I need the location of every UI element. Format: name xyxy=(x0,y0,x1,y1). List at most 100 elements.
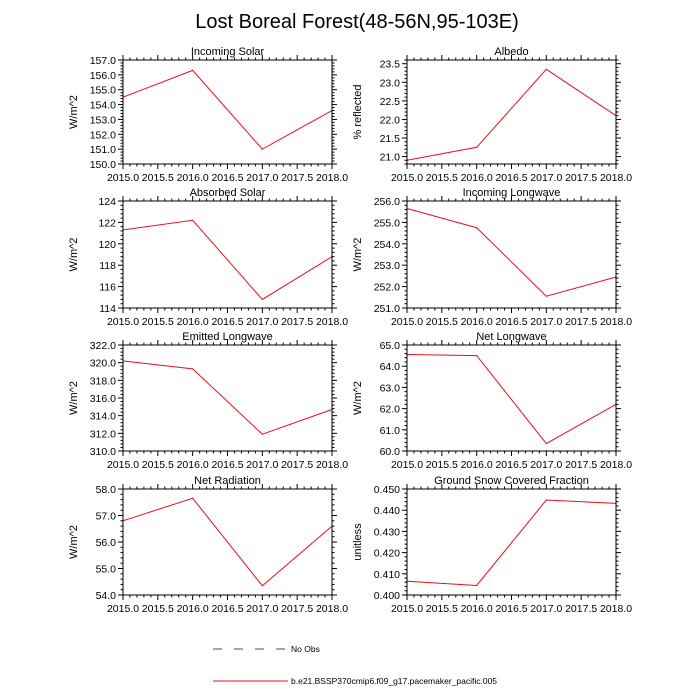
figure-title: Lost Boreal Forest(48-56N,95-103E) xyxy=(195,11,519,33)
chart-3-xtick-label: 2015.5 xyxy=(426,316,458,328)
chart-0-series-line xyxy=(122,69,333,150)
chart-6-xtick-label: 2018.0 xyxy=(316,603,348,615)
chart-4-xtick-label: 2016.0 xyxy=(177,459,209,471)
chart-4-xtick-label: 2016.5 xyxy=(211,459,243,471)
chart-7-ytick-label: 0.420 xyxy=(374,548,400,560)
chart-0-xtick-label: 2017.5 xyxy=(281,172,313,184)
chart-3-xtick-label: 2017.5 xyxy=(565,316,597,328)
chart-5-ylabel: W/m^2 xyxy=(352,381,364,415)
chart-6-xtick-label: 2017.0 xyxy=(246,603,278,615)
chart-0-ytick-label: 157.0 xyxy=(90,55,116,67)
chart-4-ytick-label: 318.0 xyxy=(90,375,116,387)
legend: No Obs b.e21.BSSP370cmip6.f09_g17.pacema… xyxy=(213,644,497,686)
chart-1-data-point xyxy=(545,68,547,70)
chart-5-xtick-label: 2016.5 xyxy=(495,459,527,471)
chart-5-xtick-label: 2017.5 xyxy=(565,459,597,471)
chart-1-xtick-label: 2018.0 xyxy=(600,172,632,184)
chart-4-series-line xyxy=(122,360,333,435)
chart-4-ytick-label: 320.0 xyxy=(90,358,116,370)
chart-1-data-point xyxy=(476,146,478,148)
chart-3-frame xyxy=(406,200,617,309)
chart-0-xtick-label: 2015.0 xyxy=(107,172,139,184)
chart-5-xtick-label: 2015.5 xyxy=(426,459,458,471)
chart-6-ytick-label: 54.0 xyxy=(96,590,117,602)
chart-2-title: Absorbed Solar xyxy=(190,187,266,199)
chart-0-data-point xyxy=(261,148,263,150)
chart-7-ylabel: unitless xyxy=(352,523,364,561)
chart-5-xtick-label: 2015.0 xyxy=(391,459,423,471)
chart-4-xtick-label: 2015.5 xyxy=(142,459,174,471)
chart-2-xtick-label: 2017.0 xyxy=(246,316,278,328)
chart-1-ytick-label: 23.5 xyxy=(380,59,401,71)
chart-6-data-point xyxy=(192,497,194,499)
chart-5-ytick-label: 64.0 xyxy=(380,361,401,373)
chart-5-xtick-label: 2016.0 xyxy=(461,459,493,471)
chart-0-ytick-label: 155.0 xyxy=(90,85,116,97)
chart-0-xtick-label: 2016.5 xyxy=(211,172,243,184)
chart-3-xtick-label: 2018.0 xyxy=(600,316,632,328)
chart-1-xtick-label: 2015.0 xyxy=(391,172,423,184)
chart-1-frame xyxy=(406,59,617,165)
chart-3-ytick-label: 254.0 xyxy=(374,239,400,251)
chart-2-xtick-label: 2015.5 xyxy=(142,316,174,328)
chart-0-ytick-label: 153.0 xyxy=(90,114,116,126)
chart-4-ytick-label: 312.0 xyxy=(90,428,116,440)
chart-4-xtick-label: 2018.0 xyxy=(316,459,348,471)
chart-5-xtick-label: 2018.0 xyxy=(600,459,632,471)
chart-3-ytick-label: 255.0 xyxy=(374,217,400,229)
chart-5-ytick-label: 62.0 xyxy=(380,404,401,416)
chart-3-title: Incoming Longwave xyxy=(463,187,561,199)
chart-2-xtick-label: 2015.0 xyxy=(107,316,139,328)
chart-7-xtick-label: 2016.5 xyxy=(495,603,527,615)
chart-0-ylabel: W/m^2 xyxy=(68,95,80,129)
chart-4-title: Emitted Longwave xyxy=(182,331,273,343)
chart-2-ytick-label: 124 xyxy=(98,196,116,208)
chart-2-frame xyxy=(122,200,333,309)
chart-1-series-line xyxy=(406,68,617,161)
chart-6-xtick-label: 2016.5 xyxy=(211,603,243,615)
chart-2-ylabel: W/m^2 xyxy=(68,238,80,272)
chart-2-xtick-label: 2018.0 xyxy=(316,316,348,328)
chart-1-ytick-label: 21.0 xyxy=(380,152,401,164)
chart-7-xtick-label: 2018.0 xyxy=(600,603,632,615)
chart-0-ytick-label: 156.0 xyxy=(90,70,116,82)
chart-4-xtick-label: 2015.0 xyxy=(107,459,139,471)
chart-0-ytick-label: 154.0 xyxy=(90,100,116,112)
chart-5-ytick-label: 61.0 xyxy=(380,425,401,437)
chart-6-frame xyxy=(122,488,333,596)
chart-6-ytick-label: 58.0 xyxy=(96,484,117,496)
chart-7-title: Ground Snow Covered Fraction xyxy=(434,475,589,487)
chart-3-ytick-label: 253.0 xyxy=(374,260,400,272)
chart-0-ytick-label: 151.0 xyxy=(90,144,116,156)
chart-1-ytick-label: 23.0 xyxy=(380,77,401,89)
chart-7-panel: Ground Snow Covered Fraction unitless 2015… xyxy=(352,475,632,615)
chart-3-xtick-label: 2016.5 xyxy=(495,316,527,328)
chart-6-title: Net Radiation xyxy=(194,475,261,487)
chart-1-xtick-label: 2017.0 xyxy=(530,172,562,184)
chart-3-xtick-label: 2017.0 xyxy=(530,316,562,328)
chart-1-ytick-label: 21.5 xyxy=(380,133,401,145)
chart-0-ytick-label: 152.0 xyxy=(90,129,116,141)
chart-7-ytick-label: 0.440 xyxy=(374,505,400,517)
chart-5-ytick-label: 63.0 xyxy=(380,382,401,394)
legend-model-label: b.e21.BSSP370cmip6.f09_g17.pacemaker_pac… xyxy=(291,676,497,686)
chart-4-ytick-label: 316.0 xyxy=(90,393,116,405)
chart-1-panel: Albedo % reflected 2015.0 2015.5 2016.0 2016.… xyxy=(352,46,632,184)
chart-2-ytick-label: 120 xyxy=(98,239,116,251)
chart-5-data-point xyxy=(476,355,478,357)
chart-3-xtick-label: 2015.0 xyxy=(391,316,423,328)
chart-1-ytick-label: 22.0 xyxy=(380,114,401,126)
chart-0-ytick-label: 150.0 xyxy=(90,159,116,171)
chart-7-data-point xyxy=(545,499,547,501)
chart-5-frame xyxy=(406,344,617,452)
chart-7-xtick-label: 2017.0 xyxy=(530,603,562,615)
chart-4-ytick-label: 314.0 xyxy=(90,411,116,423)
chart-0-title: Incoming Solar xyxy=(191,46,265,58)
chart-7-xtick-label: 2017.5 xyxy=(565,603,597,615)
chart-0-xtick-label: 2018.0 xyxy=(316,172,348,184)
chart-4-xtick-label: 2017.0 xyxy=(246,459,278,471)
chart-4-ytick-label: 322.0 xyxy=(90,340,116,352)
